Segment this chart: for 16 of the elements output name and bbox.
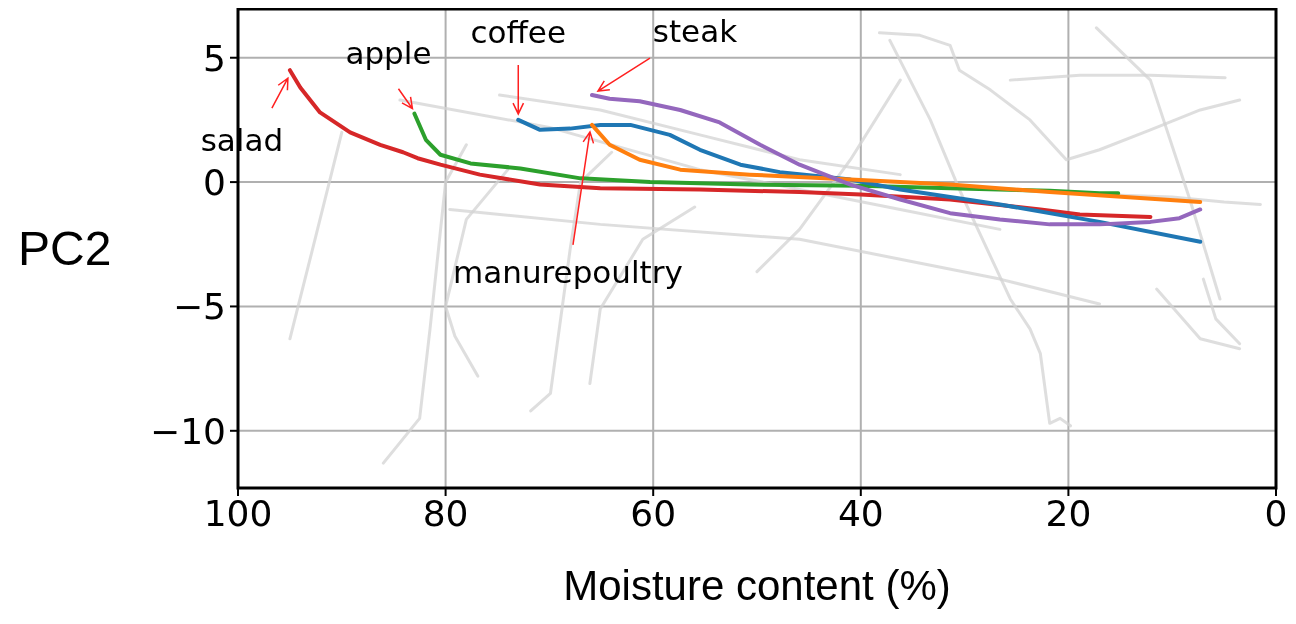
series-label: steak — [652, 12, 738, 49]
series-label: apple — [345, 35, 432, 72]
x-tick-label: 20 — [1045, 492, 1092, 534]
x-tick-label: 0 — [1264, 492, 1288, 534]
x-tick-label: 60 — [630, 492, 677, 534]
text: manurepoultry — [453, 254, 683, 291]
y-axis-title: PC2 — [18, 222, 112, 276]
x-tick-label: 80 — [422, 492, 469, 534]
x-tick-label: 40 — [837, 492, 884, 534]
text: coffee — [470, 14, 567, 51]
y-tick-label: 5 — [203, 37, 226, 79]
y-tick-label: −5 — [172, 286, 226, 328]
x-tick-label: 100 — [203, 492, 273, 534]
y-tick-label: 0 — [203, 161, 226, 203]
x-axis-title: Moisture content (%) — [563, 562, 951, 609]
y-tick-label: −10 — [150, 410, 226, 452]
